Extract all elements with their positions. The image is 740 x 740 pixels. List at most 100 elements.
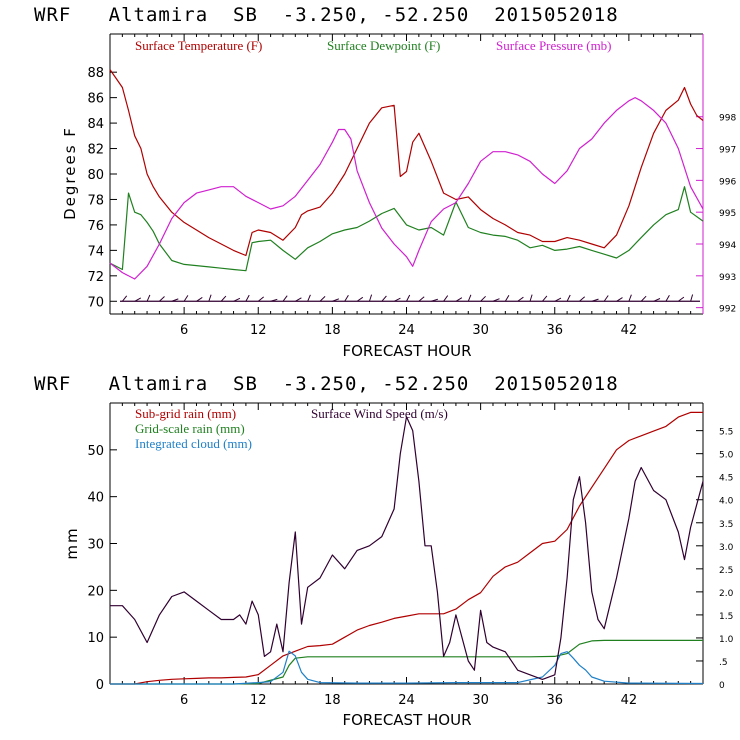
- wind-barb: [640, 295, 647, 302]
- bottom-ytick-label: 50: [87, 444, 104, 459]
- bottom-y2tick-label: 2.0: [719, 589, 734, 599]
- wind-barb: [492, 298, 500, 302]
- top-ytick-label: 78: [87, 193, 104, 208]
- top-y2tick-label: 993: [719, 273, 736, 283]
- top-chart-ylabel: Degrees F: [61, 126, 79, 220]
- wind-barb: [134, 297, 142, 302]
- top-chart-title: WRF Altamira SB -3.250, -52.250 20150520…: [34, 4, 619, 26]
- wind-barb: [591, 298, 599, 302]
- wind-barb: [542, 295, 548, 302]
- wind-barb: [517, 296, 524, 302]
- bottom-chart-title: WRF Altamira SB -3.250, -52.250 20150520…: [34, 373, 619, 395]
- wind-barb: [418, 296, 425, 302]
- wind-barb: [616, 297, 623, 302]
- bottom-xtick-label: 18: [324, 693, 341, 708]
- bottom-y2tick-label: 5.0: [719, 451, 734, 461]
- wind-barb: [554, 297, 562, 302]
- top-y2tick-label: 995: [719, 209, 736, 219]
- subgrid-rain-line: [110, 411, 703, 685]
- bottom-y2tick-label: 1.0: [719, 635, 734, 645]
- top-ytick-label: 72: [87, 270, 104, 285]
- wind-barb: [406, 294, 411, 302]
- wind-barb: [183, 295, 189, 302]
- wind-barb: [332, 298, 340, 302]
- legend-subgrid-rain: Sub-grid rain (mm): [135, 406, 236, 421]
- bottom-y2tick-label: 4.0: [719, 497, 734, 507]
- wind-barb: [665, 294, 670, 302]
- bottom-xtick-label: 30: [472, 693, 489, 708]
- top-xtick-label: 42: [621, 323, 638, 338]
- top-y2tick-label: 998: [719, 114, 736, 124]
- bottom-y2tick-label: 0: [719, 681, 725, 691]
- wind-barb: [504, 295, 510, 302]
- top-ytick-label: 74: [87, 244, 104, 259]
- bottom-chart-xlabel: FORECAST HOUR: [342, 711, 471, 729]
- legend-integrated-cloud: Integrated cloud (mm): [135, 436, 252, 451]
- top-xtick-label: 6: [180, 323, 188, 338]
- top-xtick-label: 30: [472, 323, 489, 338]
- legend-surface-dewpoint: Surface Dewpoint (F): [327, 38, 440, 53]
- bottom-y2tick-label: 2.5: [719, 566, 733, 576]
- top-xtick-label: 24: [398, 323, 415, 338]
- wind-barb: [307, 294, 311, 302]
- top-ytick-label: 84: [87, 117, 104, 132]
- wind-barb: [480, 295, 486, 302]
- top-chart-xlabel: FORECAST HOUR: [342, 342, 471, 360]
- wind-barb: [159, 296, 165, 302]
- wind-barb: [295, 297, 302, 302]
- bottom-ytick-label: 10: [87, 631, 104, 646]
- bottom-y2tick-label: 5.5: [719, 428, 733, 438]
- bottom-ytick-label: 20: [87, 584, 104, 599]
- legend-gridscale-rain: Grid-scale rain (mm): [135, 421, 245, 436]
- bottom-xtick-label: 36: [546, 693, 563, 708]
- top-y2tick-label: 997: [719, 146, 736, 156]
- wind-barb: [579, 296, 586, 302]
- bottom-ytick-label: 30: [87, 538, 104, 553]
- top-y2tick-label: 992: [719, 305, 736, 315]
- bottom-xtick-label: 6: [180, 693, 188, 708]
- top-ytick-label: 76: [87, 219, 104, 234]
- top-y2tick-label: 994: [719, 241, 736, 251]
- wind-barb: [603, 295, 609, 302]
- top-xtick-label: 18: [324, 323, 341, 338]
- wind-barb: [356, 296, 364, 302]
- wind-barb: [319, 296, 326, 302]
- top-ytick-label: 80: [87, 168, 104, 183]
- wind-barb: [257, 296, 265, 302]
- bottom-y2tick-label: .5: [719, 658, 728, 668]
- wind-barb: [381, 295, 387, 302]
- wind-barb: [368, 294, 373, 302]
- bottom-y2tick-label: 1.5: [719, 612, 733, 622]
- wind-barb: [282, 295, 288, 302]
- top-xtick-label: 12: [250, 323, 267, 338]
- wind-barb: [233, 297, 241, 302]
- wind-barb: [220, 295, 227, 302]
- legend-surface-pressure: Surface Pressure (mb): [496, 38, 612, 53]
- wind-barb: [121, 295, 128, 302]
- wind-barb: [628, 294, 632, 302]
- bottom-xtick-label: 24: [398, 693, 415, 708]
- bottom-ytick-label: 0: [96, 678, 104, 693]
- wind-barb: [196, 296, 203, 302]
- bottom-xtick-label: 12: [250, 693, 267, 708]
- legend-surface-temperature: Surface Temperature (F): [135, 38, 262, 53]
- wind-barb: [467, 294, 472, 302]
- wind-barb: [653, 298, 661, 302]
- bottom-y2tick-label: 3.5: [719, 520, 733, 530]
- wind-barb: [344, 295, 349, 302]
- wind-barb: [270, 298, 278, 302]
- integrated-cloud-line: [110, 650, 704, 685]
- top-plot-area: 6 12 18 24 30 36 42 70 72 74 76 78 80 82 84 86 88 992 993 9…: [87, 33, 736, 338]
- top-ytick-label: 70: [87, 295, 104, 310]
- dewpoint-line: [109, 186, 704, 272]
- top-ytick-label: 86: [87, 92, 104, 107]
- wind-barb: [393, 297, 401, 302]
- wind-barb: [171, 298, 179, 302]
- bottom-plot-area: 6 12 18 24 30 36 42 0 10 20 30 40 50 0 .5 1.0 1.5 2.0 2.5 3…: [87, 402, 734, 708]
- top-chart-legend: Surface Temperature (F) Surface Dewpoint…: [135, 38, 612, 53]
- wind-speed-line: [110, 416, 704, 681]
- top-ytick-label: 88: [87, 66, 104, 81]
- bottom-chart-ylabel: mm: [63, 526, 81, 559]
- bottom-y2tick-label: 3.0: [719, 543, 734, 553]
